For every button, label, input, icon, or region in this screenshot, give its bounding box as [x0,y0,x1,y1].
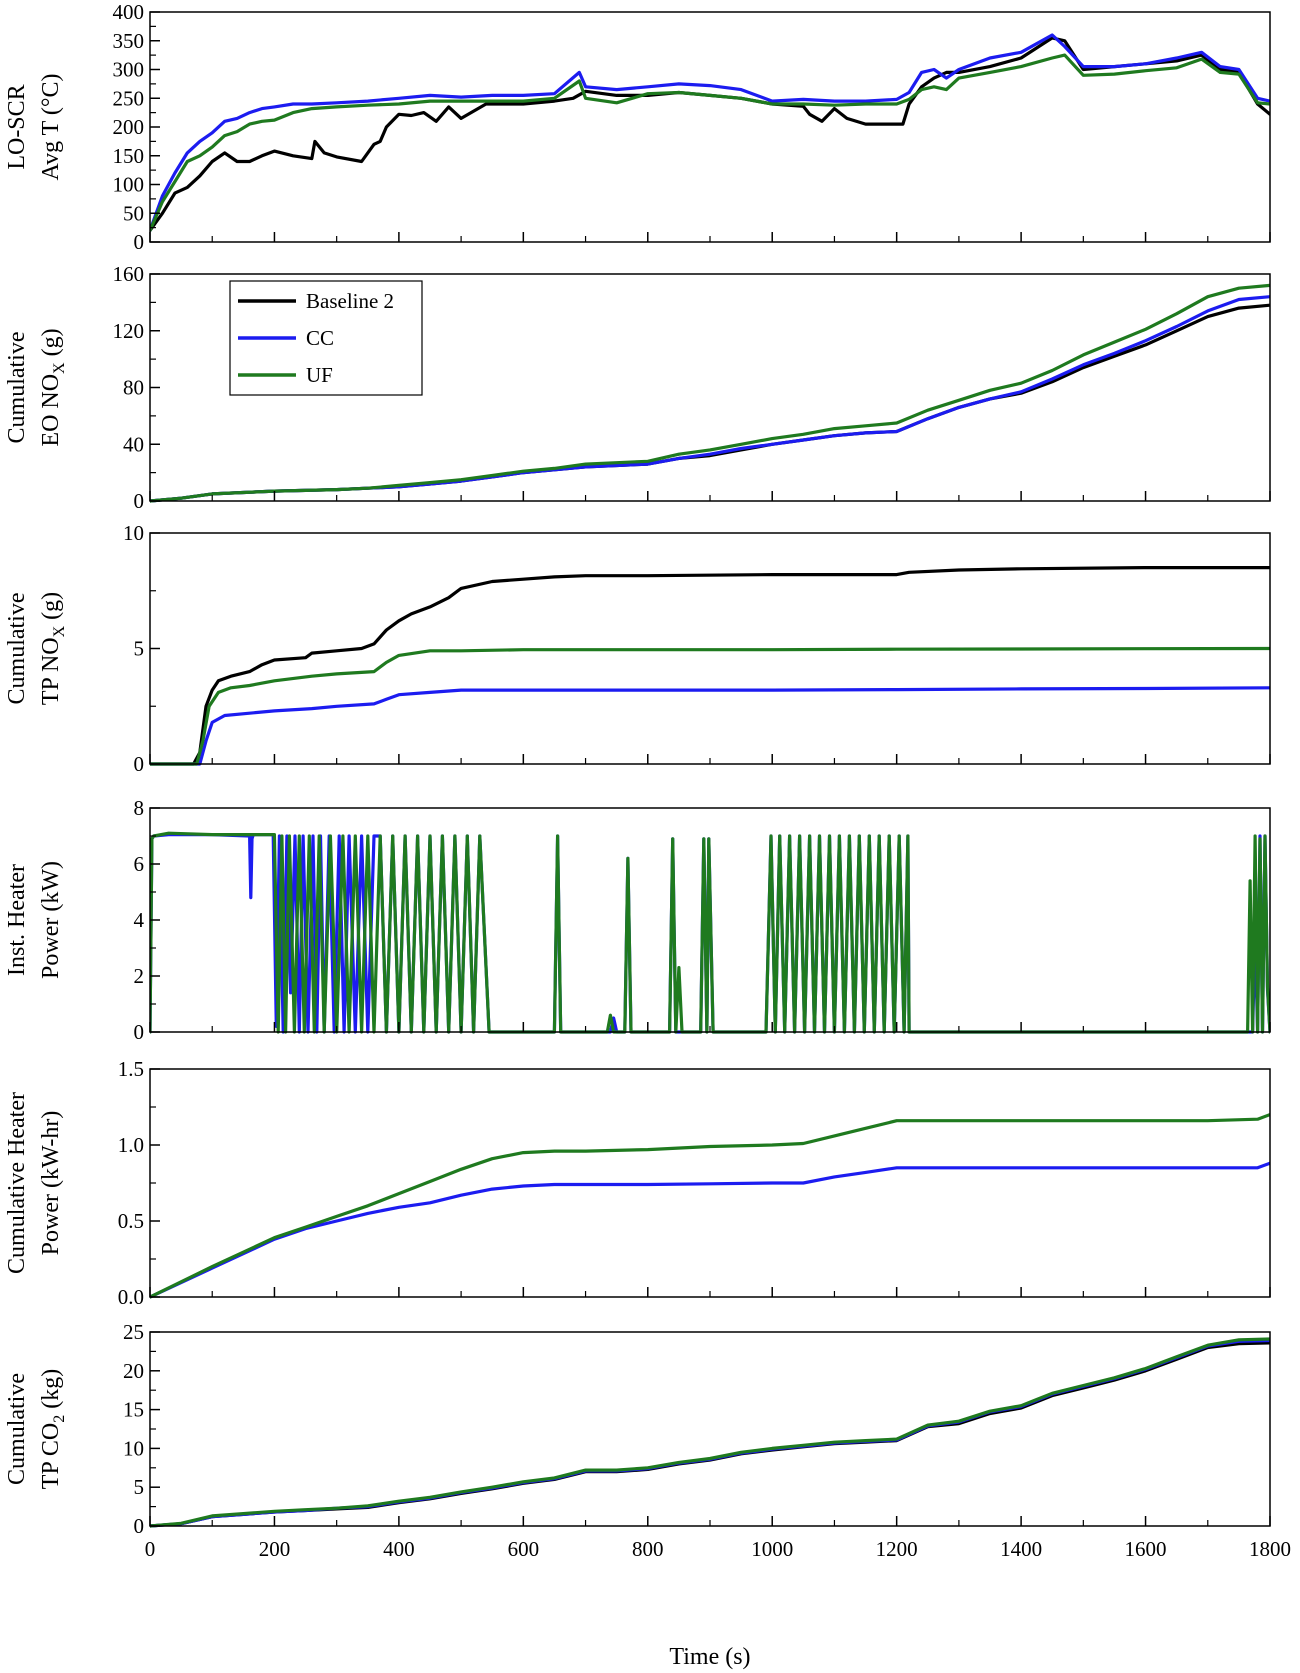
x-tick-label: 1400 [1000,1537,1042,1561]
y-axis-title-line: LO-SCR [4,84,30,169]
y-tick-label: 300 [113,58,145,82]
y-axis-title-line: TP CO2 (kg) [38,1369,68,1489]
y-axis-title-line: EO NOX (g) [38,328,68,446]
chart-panel: 0 50 100 150 200 250 300 350 400 LO-SCR Avg T (°C) [4,0,1271,254]
series-group [150,565,1270,766]
y-tick-label: 15 [123,1398,144,1422]
y-axis-title-line: TP NOX (g) [38,592,68,705]
x-tick-label: 1800 [1249,1537,1291,1561]
y-tick-label: 10 [123,1436,144,1460]
series-group [150,831,1270,1034]
x-tick-label: 0 [145,1537,156,1561]
series-group [150,1112,1270,1299]
series-group [150,283,1270,503]
y-tick-label: 250 [113,86,145,110]
y-tick-label: 200 [113,115,145,139]
y-tick-label: 0.5 [118,1209,144,1233]
x-tick-label: 1600 [1125,1537,1167,1561]
y-tick-label: 80 [123,376,144,400]
series-line [150,1161,1270,1299]
series-group [150,33,1270,233]
chart-panel: 0.0 0.5 1.0 1.5 Cumulative Heater Power (kW-h… [4,1057,1271,1309]
y-tick-label: 160 [113,262,145,286]
y-tick-label: 8 [134,796,145,820]
y-tick-label: 10 [123,521,144,545]
x-tick-label: 400 [383,1537,415,1561]
series-line [150,1112,1270,1299]
x-axis-title: Time (s) [669,1644,750,1670]
y-tick-label: 20 [123,1359,144,1383]
y-axis-title-line: Inst. Heater [4,864,30,976]
series-line [150,33,1270,233]
plot-frame [149,11,1271,243]
y-tick-label: 5 [134,1475,145,1499]
chart-panel: 0 5 10 15 20 25 Cumulative TP CO2 (kg) 0 200 400 60… [4,1320,1291,1561]
y-tick-label: 0 [134,752,145,776]
chart-panel: 0 5 10 Cumulative TP NOX (g) [4,521,1271,776]
x-tick-label: 800 [632,1537,664,1561]
y-tick-label: 0 [134,1020,145,1044]
x-tick-label: 1000 [751,1537,793,1561]
chart-panel: 0 40 80 120 160 Cumulative EO NOX (g) [4,262,1271,513]
y-tick-label: 400 [113,0,145,24]
x-tick-label: 200 [259,1537,291,1561]
series-line [150,646,1270,766]
legend-label: Baseline 2 [306,289,394,313]
y-tick-label: 1.0 [118,1133,144,1157]
y-tick-label: 2 [134,964,145,988]
plot-frame [149,1331,1271,1527]
y-tick-label: 4 [134,908,145,932]
series-line [150,53,1270,233]
x-tick-label: 1200 [876,1537,918,1561]
series-line [150,1341,1270,1528]
y-tick-label: 150 [113,144,145,168]
y-tick-label: 0 [134,489,145,513]
y-tick-label: 25 [123,1320,144,1344]
y-tick-label: 5 [134,637,145,661]
x-tick-label: 600 [508,1537,540,1561]
series-line [150,565,1270,766]
series-line [150,1337,1270,1528]
y-axis-title-line: Power (kW) [38,861,64,979]
y-tick-label: 1.5 [118,1057,144,1081]
y-tick-label: 0 [134,1514,145,1538]
y-tick-label: 120 [113,319,145,343]
y-tick-label: 100 [113,173,145,197]
legend: Baseline 2 CC UF [229,280,423,396]
y-axis-title-line: Avg T (°C) [38,74,64,181]
series-line [150,36,1270,233]
series-line [150,283,1270,503]
y-axis-title-line: Cumulative [4,332,30,444]
y-tick-label: 350 [113,29,145,53]
series-line [150,1338,1270,1528]
y-tick-label: 0.0 [118,1285,144,1309]
series-line [150,686,1270,766]
legend-label: UF [306,363,333,387]
y-tick-label: 50 [123,201,144,225]
series-group [150,1337,1270,1528]
chart-panel: 0 2 4 6 8 Inst. Heater Power (kW) [4,796,1271,1044]
y-tick-label: 6 [134,852,145,876]
y-axis-title-line: Cumulative [4,593,30,705]
y-axis-title-line: Power (kW-hr) [38,1111,64,1256]
y-tick-label: 40 [123,432,144,456]
y-axis-title-line: Cumulative Heater [4,1092,30,1274]
y-axis-title-line: Cumulative [4,1373,30,1485]
y-tick-label: 0 [134,230,145,254]
legend-label: CC [306,326,334,350]
